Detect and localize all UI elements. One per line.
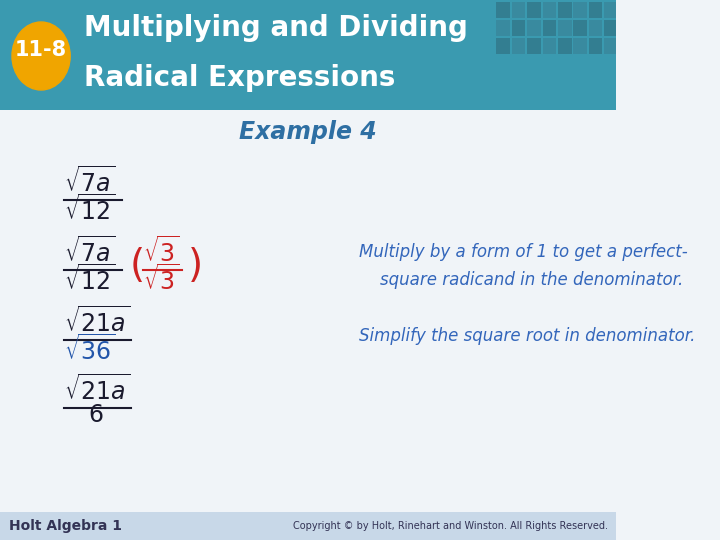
Text: Simplify the square root in denominator.: Simplify the square root in denominator. (359, 327, 696, 345)
Text: $\sqrt{21a}$: $\sqrt{21a}$ (64, 307, 130, 338)
Text: $\sqrt{36}$: $\sqrt{36}$ (64, 335, 116, 365)
Bar (573, 38, 587, 54)
Bar (604, 20, 618, 36)
Bar (589, 20, 603, 36)
Text: Example 4: Example 4 (239, 120, 377, 144)
Bar (589, 2, 603, 18)
Text: $\sqrt{7a}$: $\sqrt{7a}$ (64, 237, 115, 267)
Bar (543, 38, 557, 54)
Text: Copyright © by Holt, Rinehart and Winston. All Rights Reserved.: Copyright © by Holt, Rinehart and Winsto… (292, 521, 608, 531)
Bar (558, 2, 572, 18)
Bar (543, 20, 557, 36)
Bar (496, 20, 510, 36)
Text: $\sqrt{21a}$: $\sqrt{21a}$ (64, 375, 130, 405)
Bar (573, 20, 587, 36)
Text: Multiplying and Dividing: Multiplying and Dividing (84, 14, 468, 42)
Text: $\sqrt{12}$: $\sqrt{12}$ (64, 195, 116, 225)
Bar (527, 20, 541, 36)
Bar (527, 38, 541, 54)
Bar (589, 38, 603, 54)
Text: Radical Expressions: Radical Expressions (84, 64, 395, 92)
Bar (558, 38, 572, 54)
Bar (543, 2, 557, 18)
Bar (512, 2, 526, 18)
Bar (512, 20, 526, 36)
Bar (527, 2, 541, 18)
Text: $\sqrt{12}$: $\sqrt{12}$ (64, 265, 116, 295)
Text: $($: $($ (129, 246, 143, 286)
FancyBboxPatch shape (0, 0, 616, 110)
Text: Holt Algebra 1: Holt Algebra 1 (9, 519, 122, 533)
Circle shape (12, 22, 70, 90)
FancyBboxPatch shape (0, 512, 616, 540)
Text: 11-8: 11-8 (15, 40, 67, 60)
Text: $6$: $6$ (88, 403, 104, 427)
Bar (604, 2, 618, 18)
Bar (496, 38, 510, 54)
Bar (496, 2, 510, 18)
Text: $\sqrt{7a}$: $\sqrt{7a}$ (64, 167, 115, 197)
Text: $\sqrt{3}$: $\sqrt{3}$ (143, 237, 179, 267)
Text: Multiply by a form of 1 to get a perfect-
    square radicand in the denominator: Multiply by a form of 1 to get a perfect… (359, 243, 688, 289)
Bar (573, 2, 587, 18)
Bar (604, 38, 618, 54)
Bar (512, 38, 526, 54)
Text: $\sqrt{3}$: $\sqrt{3}$ (143, 265, 179, 295)
Bar (558, 20, 572, 36)
Text: $)$: $)$ (187, 246, 201, 286)
